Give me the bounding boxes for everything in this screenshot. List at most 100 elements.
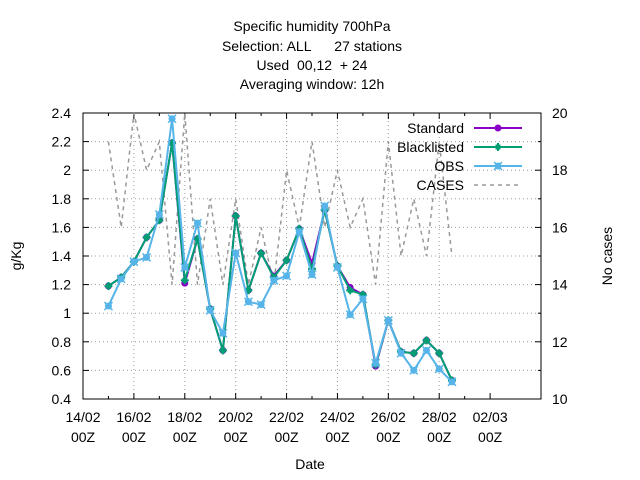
data-point-blacklisted — [282, 256, 291, 265]
x-tick-label-hour: 00Z — [71, 429, 96, 445]
x-tick-label-hour: 00Z — [478, 429, 503, 445]
y-tick-label: 0.8 — [52, 334, 72, 350]
data-point-obs-d2 — [294, 227, 304, 237]
data-point-obs — [409, 365, 419, 375]
data-point-blacklisted-core — [424, 337, 429, 343]
data-point-obs-d2 — [447, 377, 457, 387]
data-point-blacklisted-core — [245, 287, 251, 293]
data-point-obs — [103, 301, 113, 311]
x-tick-label-date: 22/02 — [269, 409, 304, 425]
data-point-obs — [269, 275, 279, 285]
y-tick-label: 0.4 — [52, 391, 72, 407]
series-line-cases — [107, 112, 453, 285]
x-tick-label-hour: 00Z — [274, 429, 299, 445]
y-tick-label: 1.6 — [52, 219, 72, 235]
data-point-blacklisted-core — [105, 283, 111, 289]
y2-tick-label: 14 — [552, 277, 568, 293]
data-point-blacklisted — [180, 276, 189, 285]
data-point-blacklisted-core — [169, 140, 175, 146]
data-point-obs-d2 — [103, 301, 113, 311]
x-tick-label-date: 28/02 — [422, 409, 457, 425]
y-tick-label: 2.4 — [52, 105, 72, 121]
data-point-blacklisted-core — [436, 350, 442, 356]
x-axis-label: Date — [295, 456, 325, 472]
series — [103, 112, 457, 387]
data-point-obs-d2 — [396, 348, 406, 358]
series-obs — [103, 114, 457, 387]
data-point-obs-d2 — [116, 274, 126, 284]
legend-marker-blacklisted — [494, 143, 502, 151]
data-point-blacklisted — [142, 233, 151, 242]
y-tick-label: 1.4 — [52, 248, 72, 264]
y-tick-label: 1.8 — [52, 191, 72, 207]
data-point-obs-d2 — [167, 114, 177, 124]
y2-axis-label: No cases — [599, 227, 615, 285]
y2-tick-label: 10 — [552, 391, 568, 407]
data-point-obs-d2 — [129, 257, 139, 267]
title-line-3: Used 00,12 + 24 — [257, 57, 368, 73]
data-point-obs — [294, 227, 304, 237]
series-standard — [104, 139, 456, 384]
data-point-blacklisted-core — [360, 292, 366, 298]
y-tick-label: 2.2 — [52, 134, 72, 150]
data-point-obs — [205, 305, 215, 315]
legend-entry-cases: CASES — [417, 177, 522, 193]
data-point-obs — [129, 257, 139, 267]
legend-label-blacklisted: Blacklisted — [397, 139, 464, 155]
x-tick-label-hour: 00Z — [376, 429, 401, 445]
data-point-obs — [434, 364, 444, 374]
legend-label-obs: OBS — [434, 158, 464, 174]
legend-marker-standard — [494, 124, 502, 132]
data-point-blacklisted-core — [182, 277, 188, 283]
legend-marker-obs — [493, 161, 503, 171]
data-point-blacklisted — [257, 249, 266, 258]
data-point-obs — [231, 248, 241, 258]
legend-entry-standard: Standard — [407, 120, 522, 136]
data-point-blacklisted-core — [411, 350, 417, 356]
y-axis-label: g/Kg — [8, 242, 24, 271]
data-point-obs — [383, 315, 393, 325]
legend-label-cases: CASES — [417, 177, 464, 193]
legend-marker-blacklisted-core — [495, 144, 501, 150]
data-point-blacklisted — [422, 336, 431, 345]
data-point-obs — [447, 377, 457, 387]
data-point-obs — [154, 209, 164, 220]
legend-label-standard: Standard — [407, 120, 464, 136]
data-point-obs-d2 — [154, 209, 164, 220]
data-point-obs-d2 — [231, 248, 241, 258]
data-point-obs — [421, 345, 432, 355]
chart-title: Specific humidity 700hPa Selection: ALL … — [222, 18, 402, 92]
data-point-blacklisted — [104, 282, 113, 291]
data-point-blacklisted — [346, 286, 355, 295]
y-tick-label: 2 — [63, 162, 71, 178]
data-point-obs — [396, 348, 406, 358]
data-point-blacklisted — [409, 349, 418, 358]
y-tick-label: 0.6 — [52, 362, 72, 378]
data-point-blacklisted-core — [195, 236, 200, 242]
y2-tick-label: 18 — [552, 162, 568, 178]
data-point-obs-d2 — [282, 271, 292, 281]
x-tick-label-hour: 00Z — [325, 429, 350, 445]
x-tick-label-date: 16/02 — [116, 409, 151, 425]
series-blacklisted — [104, 139, 456, 385]
legend-entry-blacklisted: Blacklisted — [397, 139, 522, 155]
data-point-obs — [192, 218, 203, 228]
title-line-4: Averaging window: 12h — [240, 76, 385, 92]
legend: Standard Blacklisted OBS CASES — [397, 120, 522, 193]
series-line-blacklisted — [107, 142, 453, 381]
data-point-obs — [320, 201, 330, 211]
y2-tick-label: 12 — [552, 334, 568, 350]
title-line-1: Specific humidity 700hPa — [233, 18, 390, 34]
data-point-obs-d2 — [205, 305, 215, 315]
x-tick-label-date: 26/02 — [371, 409, 406, 425]
data-point-obs — [332, 262, 342, 272]
y-tick-label: 1 — [63, 305, 71, 321]
x-tick-label-date: 02/03 — [473, 409, 508, 425]
data-point-obs-d2 — [218, 328, 228, 338]
data-point-obs-d2 — [269, 275, 279, 285]
data-point-obs-d2 — [320, 201, 330, 211]
data-point-obs — [180, 262, 190, 272]
data-point-obs-d2 — [409, 365, 419, 375]
data-point-blacklisted — [218, 346, 227, 355]
